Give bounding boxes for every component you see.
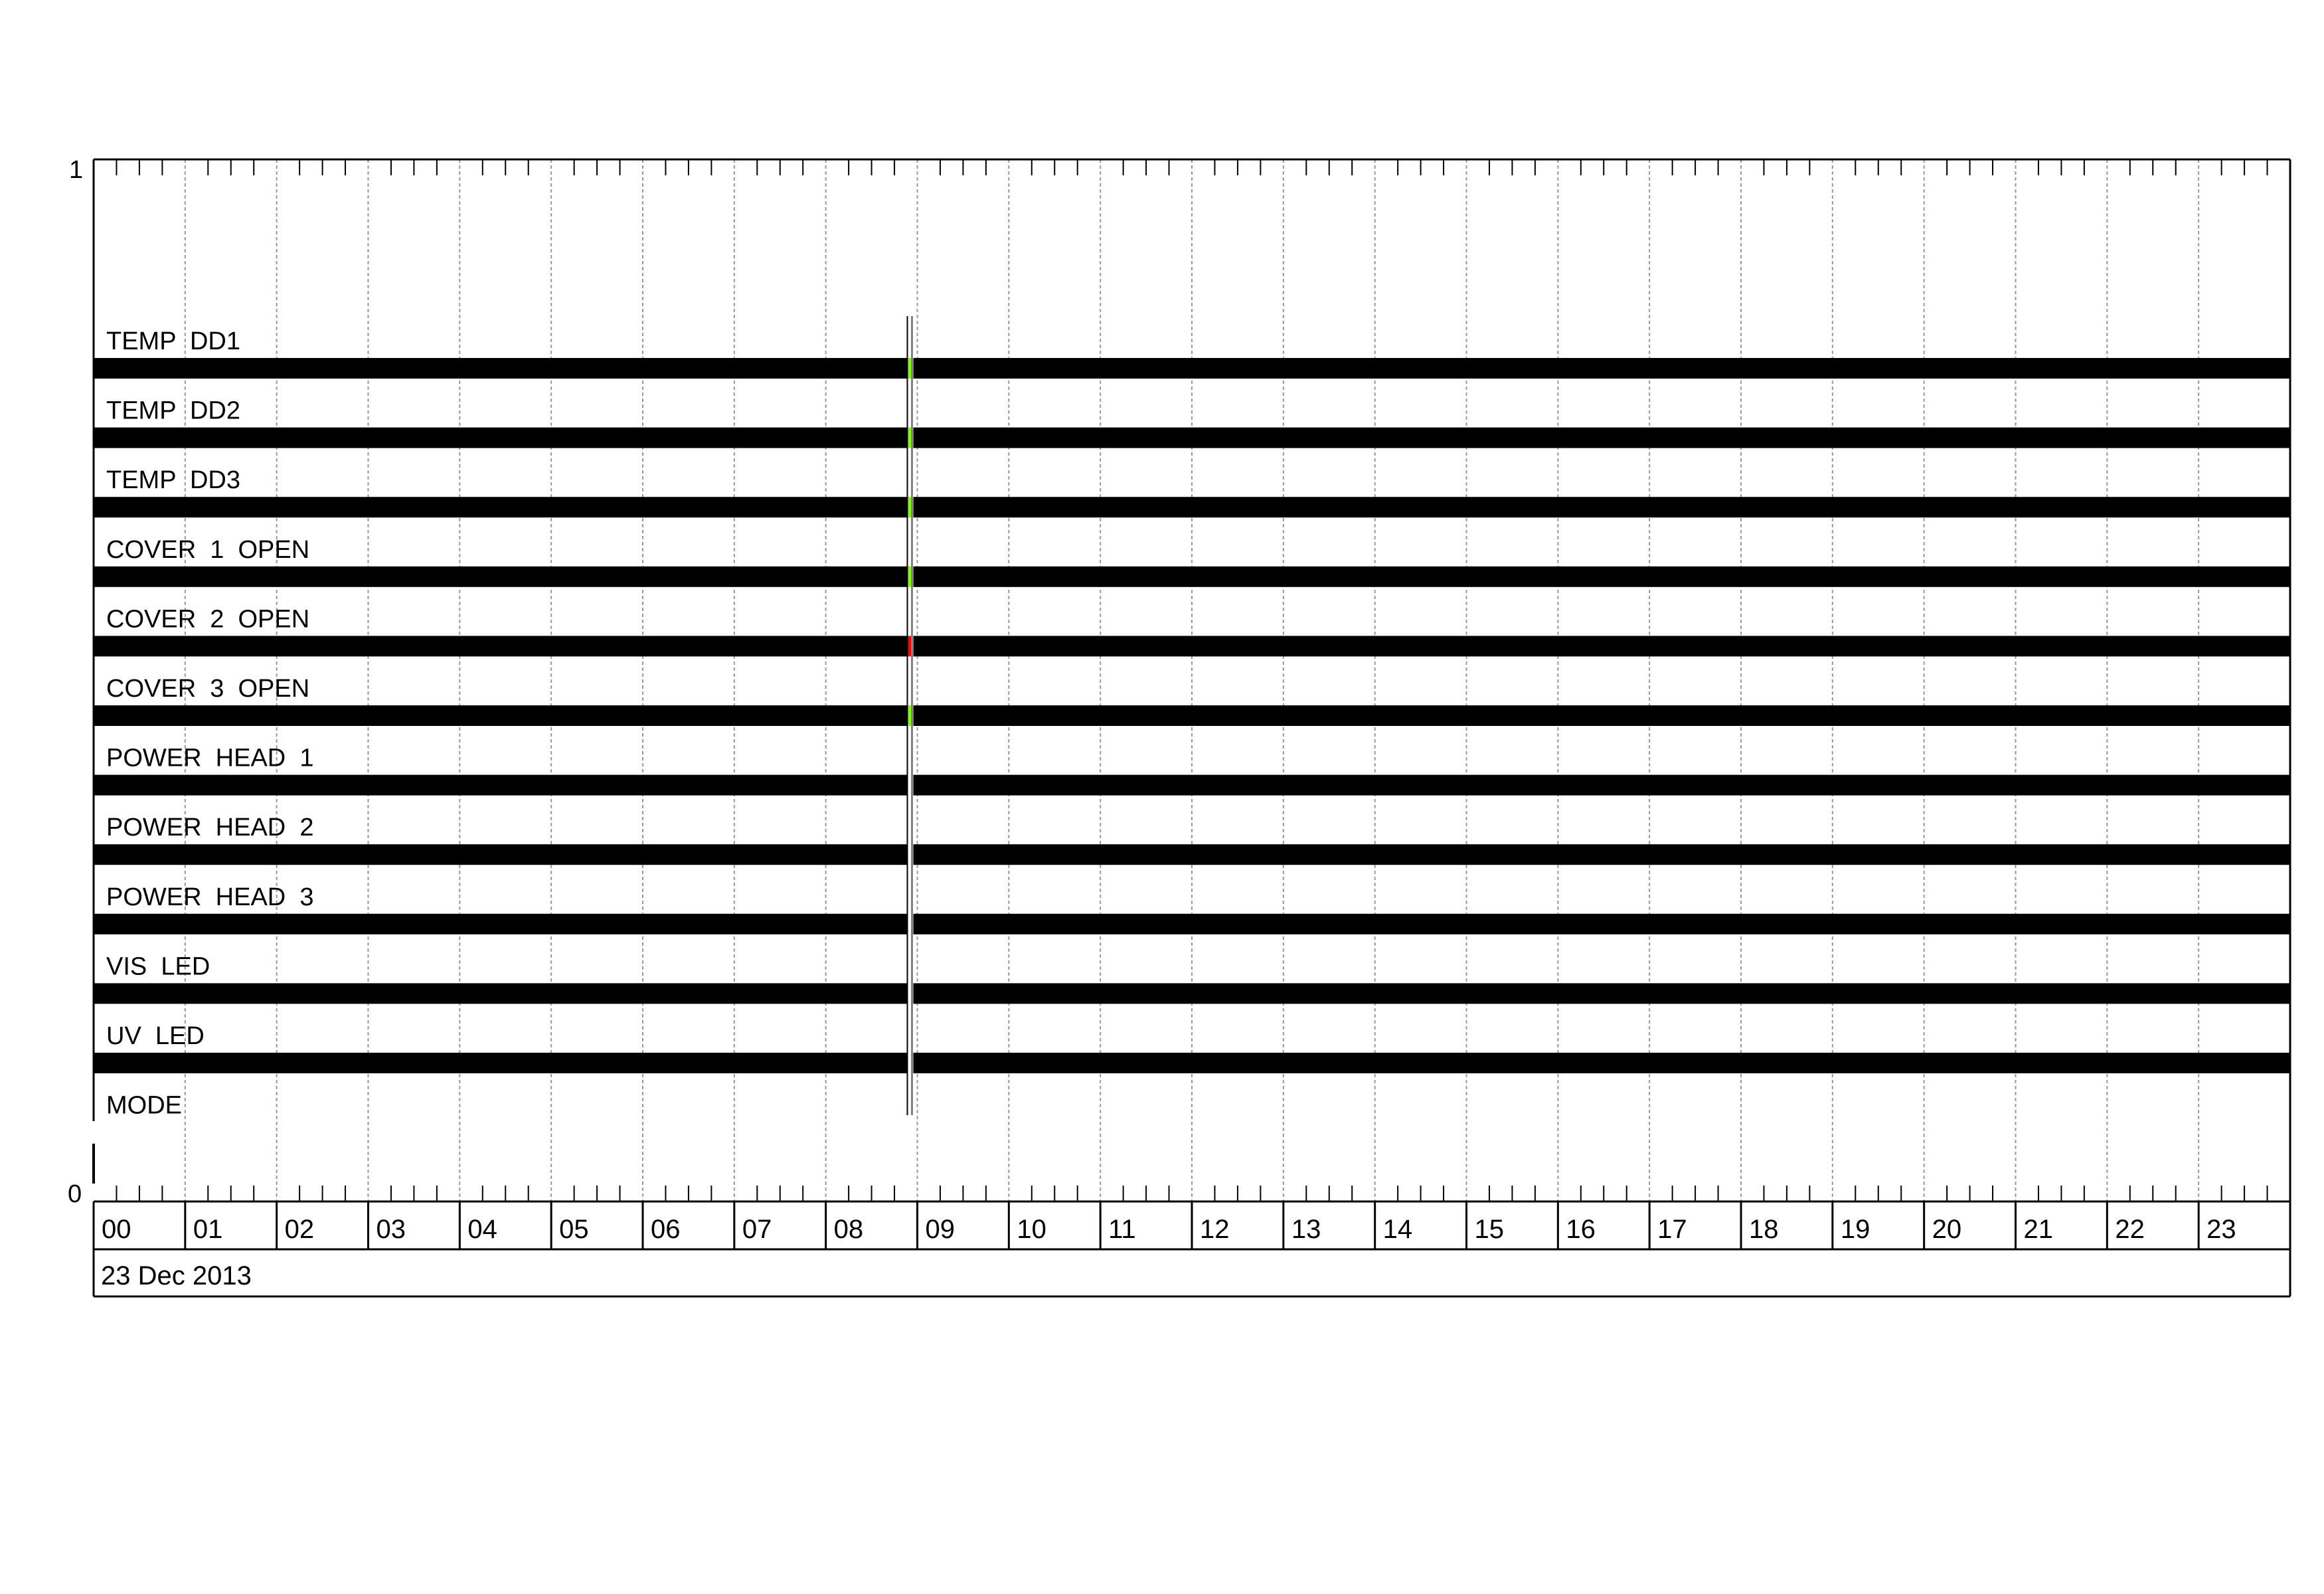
channel-bar-after-cursor xyxy=(913,636,2290,657)
channel-bar-before-cursor xyxy=(94,636,908,657)
y-top-label: 1 xyxy=(69,156,83,184)
x-tick-label: 03 xyxy=(376,1215,406,1244)
channel-status-marker xyxy=(907,427,913,448)
channel-label: VIS LED xyxy=(106,952,210,980)
channel-label: COVER 1 OPEN xyxy=(106,536,309,564)
x-tick-label: 21 xyxy=(2024,1215,2054,1244)
grid-lines xyxy=(184,159,2200,1201)
channel-label: TEMP DD1 xyxy=(106,327,240,355)
channel-bars xyxy=(94,316,2290,1115)
x-tick-label: 15 xyxy=(1475,1215,1505,1244)
channel-label: COVER 3 OPEN xyxy=(106,675,309,703)
channel-label: TEMP DD2 xyxy=(106,397,240,425)
channel-bar-before-cursor xyxy=(94,913,908,934)
date-label: 23 Dec 2013 xyxy=(101,1261,252,1290)
x-tick-label: 13 xyxy=(1291,1215,1321,1244)
channel-status-marker xyxy=(907,497,913,518)
channel-bar-before-cursor xyxy=(94,427,908,448)
channel-bar-before-cursor xyxy=(94,566,908,587)
channel-bar-before-cursor xyxy=(94,983,908,1004)
x-tick-label: 07 xyxy=(742,1215,772,1244)
channel-bar-after-cursor xyxy=(913,705,2290,726)
x-tick-label: 04 xyxy=(467,1215,497,1244)
x-tick-label: 09 xyxy=(926,1215,955,1244)
channel-bar-before-cursor xyxy=(94,1053,908,1073)
x-tick-label: 18 xyxy=(1749,1215,1779,1244)
minor-ticks xyxy=(116,159,2268,1201)
x-tick-label: 14 xyxy=(1383,1215,1413,1244)
x-tick-label: 01 xyxy=(193,1215,223,1244)
channel-status-marker xyxy=(907,636,913,657)
x-tick-label: 20 xyxy=(1932,1215,1962,1244)
x-tick-label: 08 xyxy=(834,1215,864,1244)
channel-bar-after-cursor xyxy=(913,844,2290,865)
channel-bar-before-cursor xyxy=(94,774,908,796)
x-tick-label: 16 xyxy=(1566,1215,1596,1244)
channel-bar-after-cursor xyxy=(913,566,2290,587)
channel-status-marker xyxy=(907,358,913,379)
channel-label: POWER HEAD 1 xyxy=(106,745,314,772)
channel-label: POWER HEAD 2 xyxy=(106,814,314,841)
channel-bar-after-cursor xyxy=(913,358,2290,379)
channel-label: UV LED xyxy=(106,1022,205,1050)
x-tick-label: 00 xyxy=(102,1215,131,1244)
channel-bar-after-cursor xyxy=(913,1053,2290,1073)
x-tick-label: 05 xyxy=(559,1215,589,1244)
x-tick-label: 17 xyxy=(1657,1215,1687,1244)
channel-label: COVER 2 OPEN xyxy=(106,605,309,633)
x-tick-label: 06 xyxy=(651,1215,681,1244)
y-bottom-label: 0 xyxy=(68,1180,82,1208)
channel-status-marker xyxy=(907,566,913,587)
channel-bar-after-cursor xyxy=(913,913,2290,934)
channel-status-marker xyxy=(907,705,913,726)
channel-bar-before-cursor xyxy=(94,497,908,518)
channel-bar-before-cursor xyxy=(94,844,908,865)
channel-bar-after-cursor xyxy=(913,774,2290,796)
axes: 00 01 02 03 04 05 06 07 08 09 10 11 12 13 14 15 16 17 18 19… xyxy=(92,158,2291,1298)
channel-bar-after-cursor xyxy=(913,983,2290,1004)
x-tick-label: 02 xyxy=(285,1215,315,1244)
channel-label: MODE xyxy=(106,1092,182,1120)
x-tick-label: 11 xyxy=(1108,1215,1136,1244)
channel-bar-before-cursor xyxy=(94,358,908,379)
channel-label: TEMP DD3 xyxy=(106,466,240,494)
x-tick-label: 19 xyxy=(1841,1215,1870,1244)
x-tick-label: 23 xyxy=(2206,1215,2236,1244)
x-tick-label: 12 xyxy=(1200,1215,1230,1244)
x-tick-label: 10 xyxy=(1017,1215,1046,1244)
channel-label: POWER HEAD 3 xyxy=(106,883,314,911)
channel-labels: TEMP DD1 TEMP DD2 TEMP DD3 COVER 1 OPEN COVE… xyxy=(106,327,314,1120)
channel-bar-after-cursor xyxy=(913,427,2290,448)
x-tick-label: 22 xyxy=(2115,1215,2145,1244)
channel-bar-before-cursor xyxy=(94,705,908,726)
channel-bar-after-cursor xyxy=(913,497,2290,518)
